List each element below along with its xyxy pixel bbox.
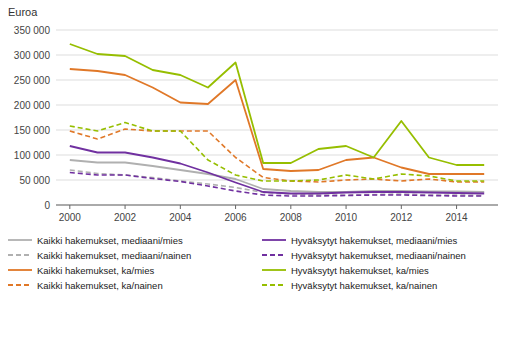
plot-area xyxy=(70,44,484,196)
y-axis-label: Euroa xyxy=(8,6,38,18)
series-line xyxy=(70,123,484,182)
grid-line xyxy=(56,30,498,31)
y-tick-label: 250 000 xyxy=(14,75,51,86)
legend: Kaikki hakemukset, mediaani/mies Kaikki h… xyxy=(8,235,466,291)
x-tick xyxy=(180,205,181,209)
legend-label: Hyväksytyt hakemukset, mediaani/mies xyxy=(291,235,458,246)
legend-label: Kaikki hakemukset, ka/nainen xyxy=(37,280,163,291)
x-tick-label: 2006 xyxy=(224,212,247,223)
legend-label: Hyväksytyt hakemukset, ka/mies xyxy=(291,265,429,276)
series-line xyxy=(70,146,484,194)
y-tick-label: 350 000 xyxy=(14,25,51,36)
x-tick xyxy=(235,205,236,209)
grid-line xyxy=(56,205,498,206)
x-tick-label: 2008 xyxy=(280,212,303,223)
y-tick-label: 100 000 xyxy=(14,150,51,161)
x-tick xyxy=(290,205,291,209)
x-axis-line xyxy=(56,205,498,206)
x-tick xyxy=(69,205,70,209)
x-tick-label: 2012 xyxy=(390,212,413,223)
x-tick-label: 2002 xyxy=(114,212,137,223)
series-line xyxy=(70,173,484,197)
legend-label: Kaikki hakemukset, mediaani/mies xyxy=(37,235,183,246)
series-line xyxy=(70,69,484,174)
y-tick-label: 50 000 xyxy=(19,175,50,186)
legend-label: Hyväksytyt hakemukset, mediaani/nainen xyxy=(291,250,466,261)
y-tick-label: 150 000 xyxy=(14,125,51,136)
x-tick-label: 2014 xyxy=(445,212,468,223)
x-tick-label: 2010 xyxy=(335,212,358,223)
series-line xyxy=(70,44,484,165)
y-tick-label: 300 000 xyxy=(14,50,51,61)
chart: Euroa 0 50 000 100 000 150 000 200 000 250 000… xyxy=(0,0,509,340)
background xyxy=(0,0,509,340)
legend-swatch xyxy=(262,284,286,286)
legend-swatch xyxy=(262,269,286,271)
legend-label: Kaikki hakemukset, mediaani/nainen xyxy=(37,250,191,261)
x-tick xyxy=(346,205,347,209)
grid-line xyxy=(56,130,498,131)
legend-label: Hyväksytyt hakemukset, ka/nainen xyxy=(291,280,437,291)
legend-swatch xyxy=(262,239,286,241)
grid-line xyxy=(56,155,498,156)
legend-swatch xyxy=(8,284,32,286)
legend-swatch xyxy=(8,239,32,241)
legend-label: Kaikki hakemukset, ka/mies xyxy=(37,265,154,276)
grid xyxy=(56,30,498,205)
legend-swatch xyxy=(8,269,32,271)
series-line xyxy=(70,160,484,192)
legend-swatch xyxy=(262,254,286,256)
x-tick-label: 2004 xyxy=(169,212,192,223)
series-line xyxy=(70,129,484,182)
x-tick-label: 2000 xyxy=(59,212,82,223)
grid-line xyxy=(56,105,498,106)
x-tick xyxy=(456,205,457,209)
grid-line xyxy=(56,80,498,81)
x-tick xyxy=(401,205,402,209)
y-tick-label: 0 xyxy=(44,200,50,211)
y-tick-label: 200 000 xyxy=(14,100,51,111)
x-tick xyxy=(125,205,126,209)
legend-swatch xyxy=(8,254,32,256)
